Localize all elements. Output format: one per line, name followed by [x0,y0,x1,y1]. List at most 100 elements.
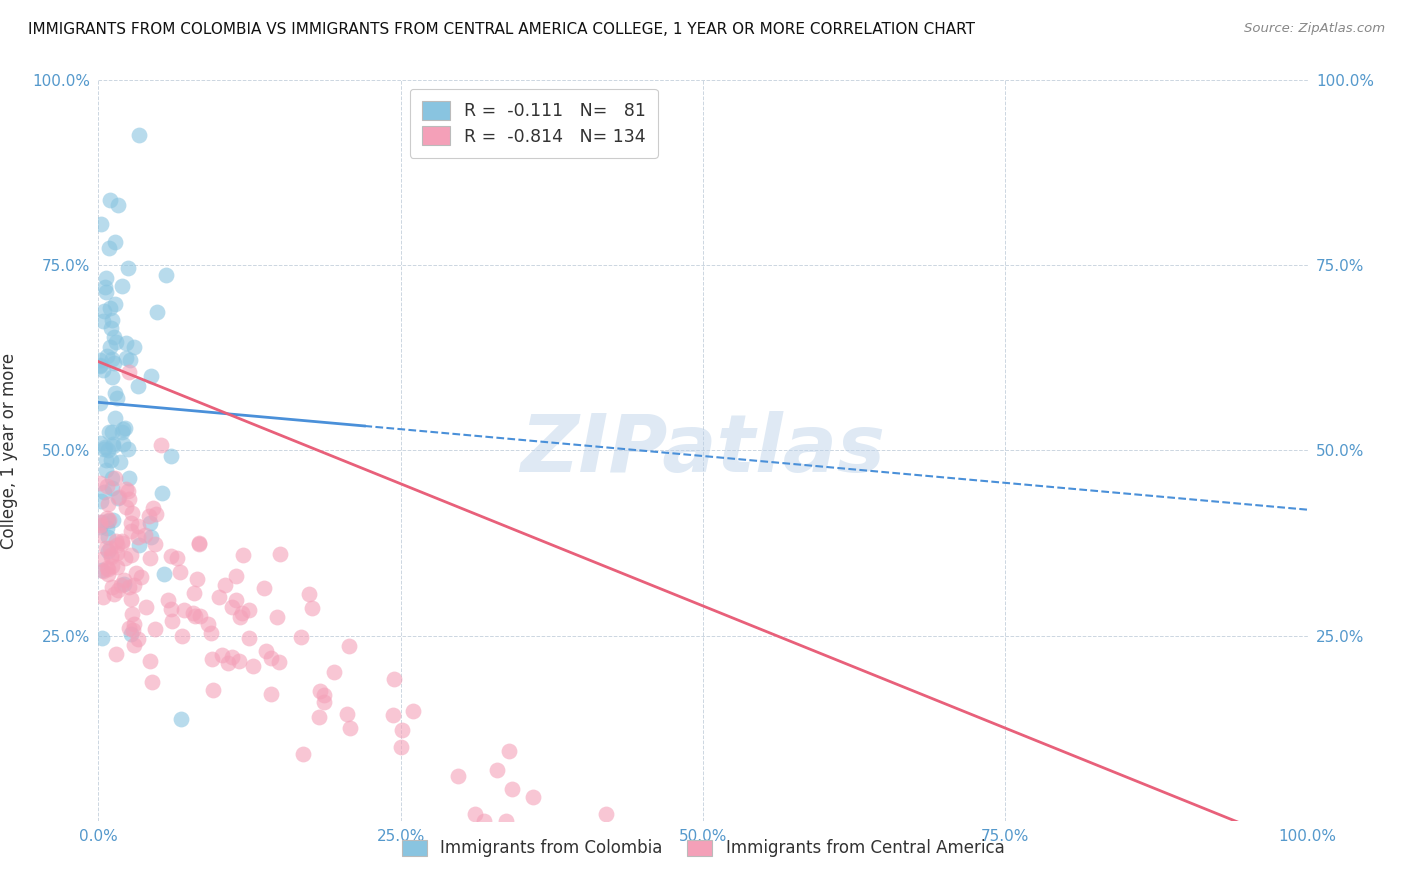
Point [101,481,124,495]
Point [141,675,163,690]
Point [266,609,288,624]
Point [91,564,114,578]
Point [238,631,260,645]
Point [93,485,115,500]
Point [135,599,157,614]
Point [301,601,323,615]
Point [122,638,145,652]
Point [100,453,122,467]
Point [464,806,486,821]
Point [143,537,166,551]
Point [267,655,290,669]
Point [122,616,145,631]
Point [104,471,127,485]
Point [112,573,135,587]
Point [169,566,191,580]
Point [292,747,315,761]
Point [145,507,167,521]
Point [96,511,118,525]
Point [90,632,112,646]
Text: IMMIGRANTS FROM COLOMBIA VS IMMIGRANTS FROM CENTRAL AMERICA COLLEGE, 1 YEAR OR M: IMMIGRANTS FROM COLOMBIA VS IMMIGRANTS F… [28,22,976,37]
Point [486,763,509,777]
Point [100,549,122,564]
Point [107,491,129,506]
Point [221,650,243,665]
Point [112,577,135,591]
Point [121,607,143,621]
Point [127,379,149,393]
Point [117,471,139,485]
Point [104,297,127,311]
Point [214,578,236,592]
Point [94,541,117,555]
Point [134,527,156,541]
Point [111,534,134,549]
Point [121,506,143,520]
Point [97,566,120,581]
Point [100,471,122,485]
Legend: Immigrants from Colombia, Immigrants from Central America: Immigrants from Colombia, Immigrants fro… [395,833,1011,864]
Point [201,651,224,665]
Point [122,578,145,592]
Point [98,194,121,208]
Point [391,723,413,737]
Point [96,521,118,535]
Point [160,549,183,563]
Point [155,268,177,282]
Point [522,789,544,804]
Point [111,279,134,293]
Point [93,304,115,318]
Point [91,363,114,377]
Point [187,537,209,551]
Point [166,550,188,565]
Point [381,708,404,723]
Point [101,439,124,453]
Point [117,261,139,276]
Point [89,395,111,409]
Point [101,425,124,439]
Point [139,654,162,668]
Point [183,609,205,624]
Point [138,508,160,523]
Point [101,581,124,595]
Point [96,562,118,576]
Point [211,648,233,662]
Point [197,616,219,631]
Point [114,550,136,565]
Point [260,687,283,701]
Point [105,533,128,548]
Point [221,600,243,615]
Point [127,530,149,544]
Point [207,590,229,604]
Point [98,340,121,354]
Point [90,217,112,231]
Point [228,610,250,624]
Point [121,623,143,637]
Point [186,572,208,586]
Point [100,370,122,384]
Point [595,806,617,821]
Point [160,601,183,615]
Text: Source: ZipAtlas.com: Source: ZipAtlas.com [1244,22,1385,36]
Point [90,515,112,529]
Point [474,814,496,828]
Point [89,493,111,508]
Point [118,491,141,506]
Point [389,739,412,754]
Point [96,561,118,575]
Point [162,614,184,628]
Point [200,626,222,640]
Point [170,629,193,643]
Point [156,593,179,607]
Point [89,358,111,372]
Point [217,657,239,671]
Point [170,713,193,727]
Point [101,513,124,527]
Point [253,581,276,595]
Point [402,705,425,719]
Point [127,519,149,533]
Point [183,586,205,600]
Point [120,591,142,606]
Point [128,538,150,552]
Point [142,500,165,515]
